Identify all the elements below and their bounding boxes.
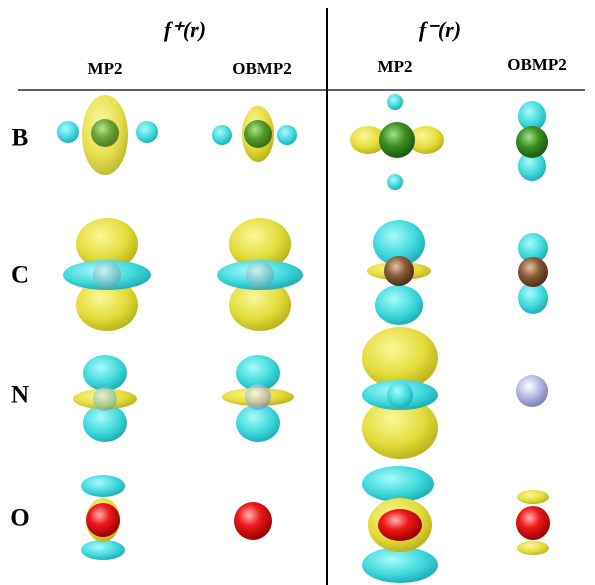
isosurface <box>222 355 294 442</box>
row-label: N <box>11 382 29 409</box>
group-label: f⁺(r) <box>164 17 206 42</box>
group-label: f⁻(r) <box>419 17 461 42</box>
row-label: O <box>10 505 29 532</box>
isosurface <box>217 218 303 331</box>
isosurface <box>63 218 151 331</box>
column-label: OBMP2 <box>232 59 292 78</box>
isosurface <box>362 466 438 583</box>
isosurface <box>516 375 548 407</box>
column-label: MP2 <box>378 57 413 76</box>
isosurface <box>518 233 548 314</box>
isosurface <box>516 490 550 555</box>
isosurface <box>234 502 272 540</box>
isosurface <box>73 355 137 442</box>
column-label: MP2 <box>88 59 123 78</box>
column-label: OBMP2 <box>507 55 567 74</box>
isosurface <box>57 95 158 175</box>
isosurface <box>516 101 548 181</box>
isosurface <box>350 94 444 190</box>
isosurface <box>367 220 431 325</box>
isosurface <box>81 475 125 560</box>
isosurface <box>212 106 297 162</box>
isosurface <box>362 327 438 459</box>
row-label: B <box>12 125 29 152</box>
row-label: C <box>11 262 29 289</box>
figure: f⁺(r) f⁻(r) MP2 OBMP2 MP2 OBMP2 B C N O <box>0 0 595 585</box>
